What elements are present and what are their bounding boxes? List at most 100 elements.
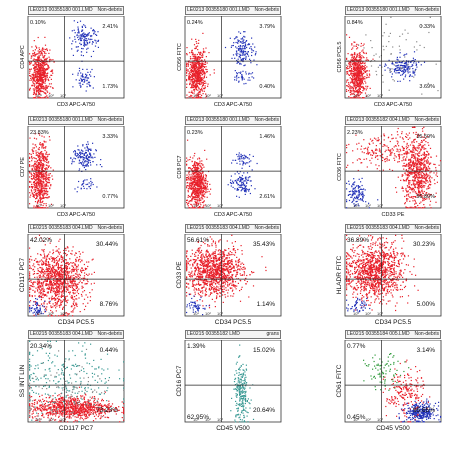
event-dot [72, 30, 73, 31]
event-dot [231, 45, 232, 46]
event-dot [378, 67, 379, 68]
event-dot [248, 80, 249, 81]
event-dot [39, 174, 40, 175]
event-dot [202, 90, 203, 91]
event-dot [361, 66, 362, 67]
event-dot [35, 158, 36, 159]
event-dot [94, 76, 95, 77]
event-dot [38, 155, 39, 156]
event-dot [424, 181, 425, 182]
quadrant-ul-label: 0.10% [30, 20, 46, 26]
event-dot [358, 62, 359, 63]
event-dot [357, 82, 358, 83]
event-dot [33, 55, 34, 56]
event-dot [404, 54, 405, 55]
event-dot [357, 84, 358, 85]
event-dot [359, 67, 360, 68]
event-dot [47, 73, 48, 74]
event-dot [205, 188, 206, 189]
event-dot [360, 46, 361, 47]
event-dot [86, 80, 87, 81]
event-dot [77, 32, 78, 33]
event-dot [360, 62, 361, 63]
event-dot [359, 52, 360, 53]
event-dot [29, 89, 30, 90]
event-dot [84, 79, 85, 80]
event-dot [79, 155, 80, 156]
x-tick-label: 10² [365, 93, 371, 98]
event-dot [238, 77, 239, 78]
event-dot [51, 75, 52, 76]
event-dot [45, 49, 46, 50]
event-dot [196, 68, 197, 69]
event-dot [413, 196, 414, 197]
event-dot [195, 195, 196, 196]
event-dot [197, 57, 198, 58]
event-dot [403, 150, 404, 151]
event-dot [79, 152, 80, 153]
event-dot [42, 68, 43, 69]
event-dot [427, 163, 428, 164]
event-dot [427, 182, 428, 183]
event-dot [383, 46, 384, 47]
event-dot [195, 87, 196, 88]
event-dot [399, 57, 400, 58]
event-dot [240, 185, 241, 186]
event-dot [204, 91, 205, 92]
event-dot [240, 73, 241, 74]
event-dot [247, 53, 248, 54]
event-dot [193, 171, 194, 172]
event-dot [427, 169, 428, 170]
plot-header-title: LE0213 00355180 001.LMD [30, 7, 93, 13]
plot-header-gate: Non-debris [415, 7, 439, 14]
event-dot [191, 187, 192, 188]
event-dot [428, 145, 429, 146]
event-dot [34, 64, 35, 65]
event-dot [43, 197, 44, 198]
event-dot [352, 81, 353, 82]
event-dot [47, 69, 48, 70]
event-dot [398, 151, 399, 152]
x-tick-label: 10³ [377, 93, 383, 98]
event-dot [353, 85, 354, 86]
event-dot [31, 46, 32, 47]
event-dot [360, 59, 361, 60]
event-dot [423, 127, 424, 128]
event-dot [394, 146, 395, 147]
event-dot [37, 82, 38, 83]
event-dot [196, 197, 197, 198]
event-dot [386, 160, 387, 161]
event-dot [44, 175, 45, 176]
event-dot [362, 74, 363, 75]
event-dot [351, 70, 352, 71]
event-dot [350, 88, 351, 89]
event-dot [189, 183, 190, 184]
event-dot [202, 79, 203, 80]
event-dot [195, 39, 196, 40]
event-dot [50, 167, 51, 168]
event-dot [198, 81, 199, 82]
event-dot [30, 75, 31, 76]
event-dot [43, 203, 44, 204]
event-dot [194, 189, 195, 190]
event-dot [409, 201, 410, 202]
event-dot [201, 197, 202, 198]
event-dot [404, 163, 405, 164]
event-dot [424, 165, 425, 166]
event-dot [409, 66, 410, 67]
event-dot [409, 71, 410, 72]
event-dot [399, 158, 400, 159]
event-dot [38, 157, 39, 158]
event-dot [400, 81, 401, 82]
event-dot [30, 173, 31, 174]
event-dot [246, 47, 247, 48]
event-dot [93, 33, 94, 34]
event-dot [242, 184, 243, 185]
event-dot [86, 156, 87, 157]
event-dot [199, 161, 200, 162]
event-dot [407, 187, 408, 188]
event-dot [235, 46, 236, 47]
event-dot [415, 206, 416, 207]
event-dot [385, 64, 386, 65]
event-dot [242, 175, 243, 176]
